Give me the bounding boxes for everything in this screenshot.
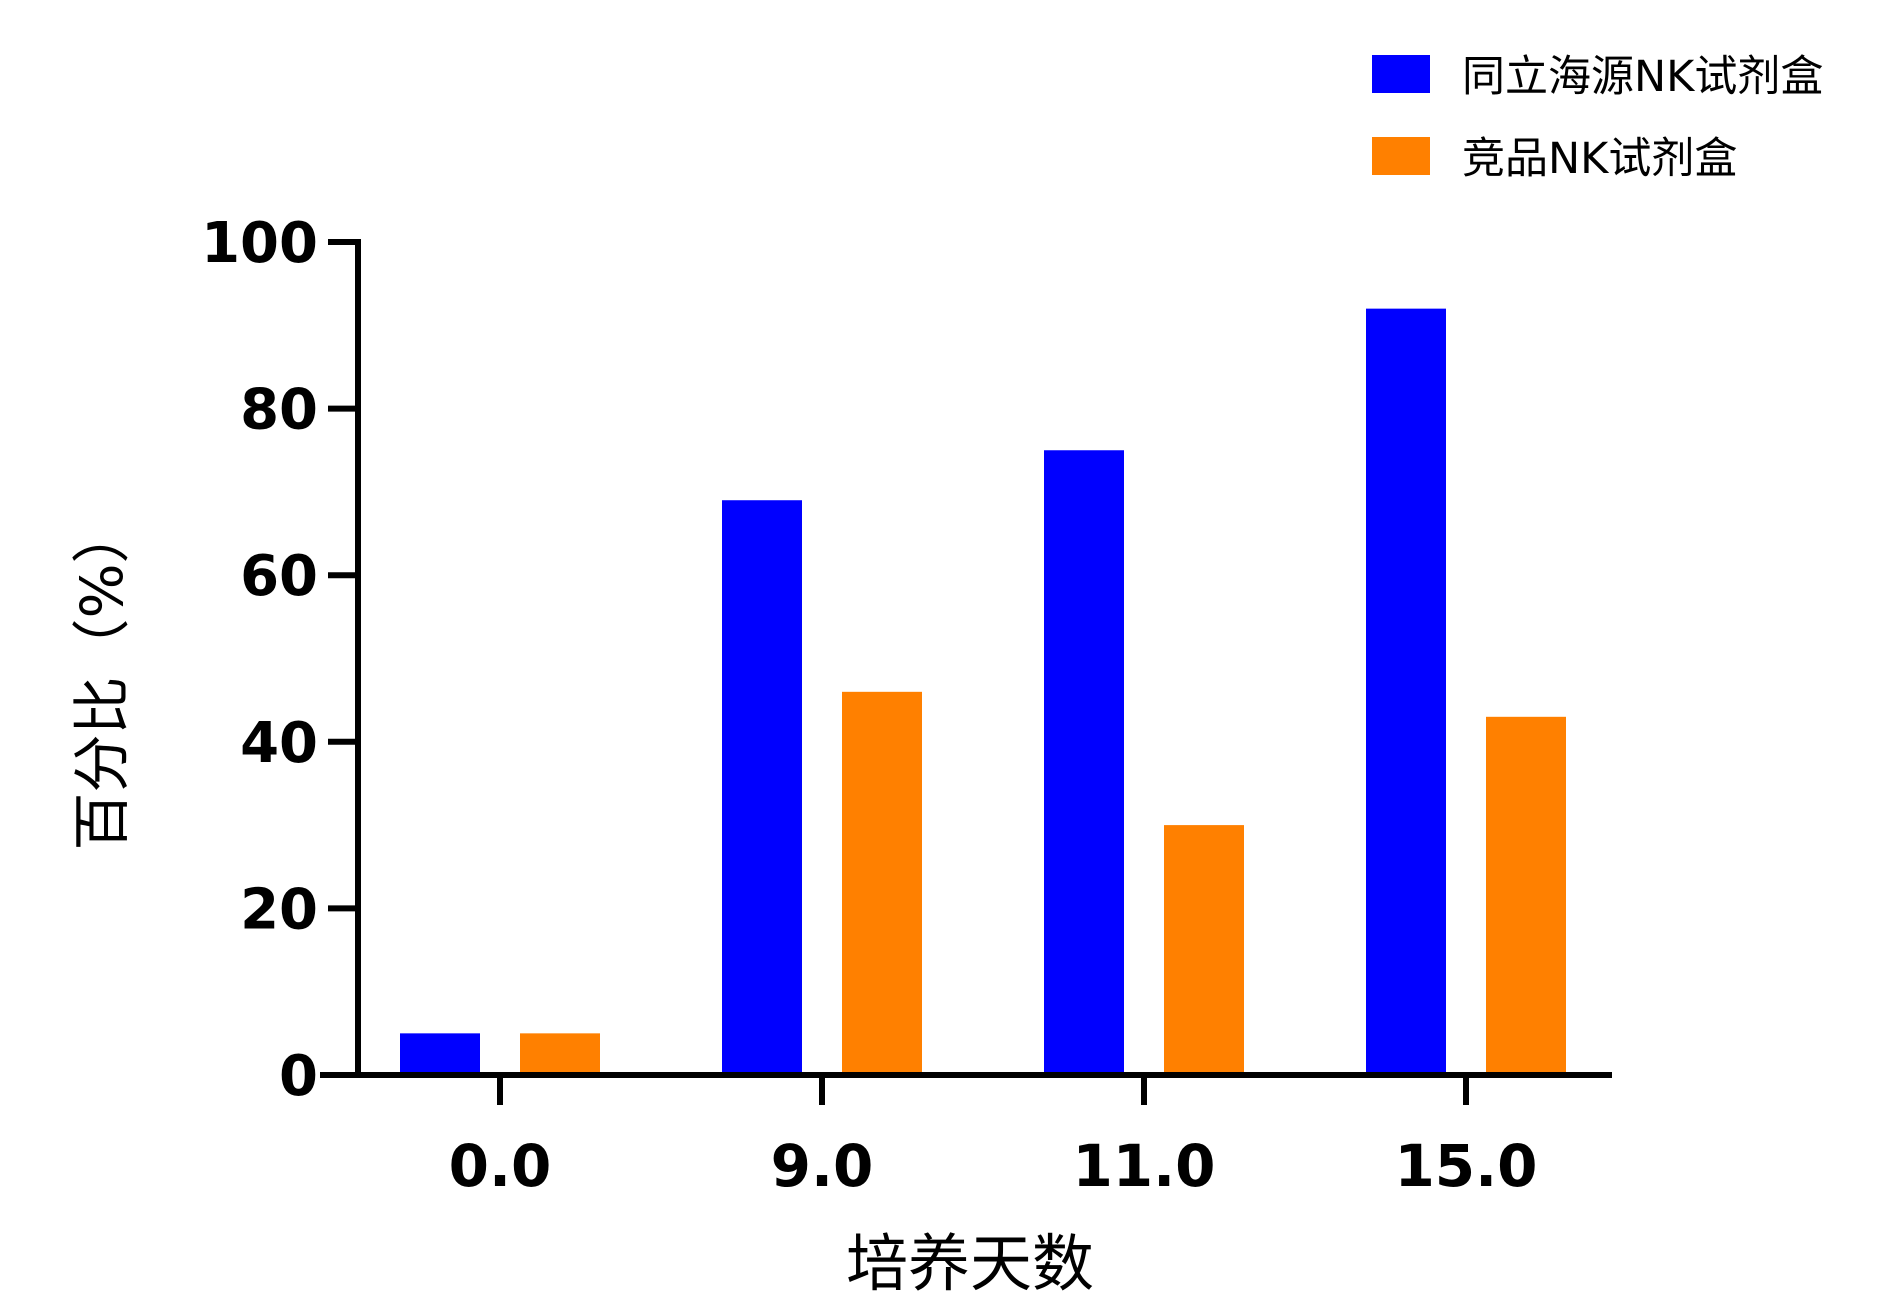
plot-area xyxy=(400,308,1566,1076)
x-tick-label-3: 15.0 xyxy=(1394,1132,1537,1200)
legend-label-0: 同立海源NK试剂盒 xyxy=(1462,52,1823,102)
bar-series-a-3 xyxy=(1366,308,1446,1075)
y-ticks: 0 20 40 60 80 100 xyxy=(201,211,358,1109)
y-axis-title: 百分比（%） xyxy=(68,505,136,850)
bar-series-a-0 xyxy=(400,1033,480,1075)
y-tick-label-4: 80 xyxy=(240,378,318,443)
bar-series-a-2 xyxy=(1044,450,1124,1075)
bar-series-a-1 xyxy=(722,500,802,1076)
y-tick-label-2: 40 xyxy=(240,711,318,776)
x-tick-label-1: 9.0 xyxy=(771,1132,874,1200)
legend-label-1: 竞品NK试剂盒 xyxy=(1462,134,1737,184)
legend-swatch-0 xyxy=(1372,55,1430,93)
legend: 同立海源NK试剂盒 竞品NK试剂盒 xyxy=(1372,52,1823,184)
bar-series-b-3 xyxy=(1486,716,1566,1075)
x-ticks: 0.0 9.0 11.0 15.0 xyxy=(449,1075,1538,1200)
x-tick-label-0: 0.0 xyxy=(449,1132,552,1200)
legend-swatch-1 xyxy=(1372,137,1430,175)
y-tick-label-3: 60 xyxy=(240,544,318,609)
y-tick-label-1: 20 xyxy=(240,877,318,942)
y-tick-label-5: 100 xyxy=(201,211,318,276)
x-axis-title: 培养天数 xyxy=(846,1227,1094,1300)
bar-series-b-0 xyxy=(520,1033,600,1075)
bar-series-b-2 xyxy=(1164,825,1244,1075)
x-tick-label-2: 11.0 xyxy=(1072,1132,1215,1200)
bar-series-b-1 xyxy=(842,691,922,1075)
y-tick-label-0: 0 xyxy=(279,1044,318,1109)
